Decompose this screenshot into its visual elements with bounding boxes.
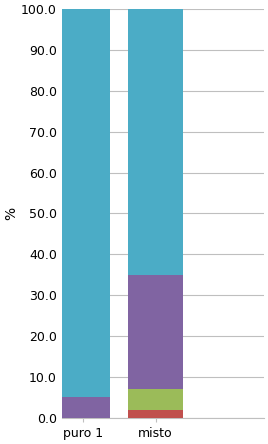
Bar: [128, 389, 183, 410]
Bar: [128, 410, 183, 418]
Bar: [56, 397, 110, 418]
Bar: [128, 275, 183, 389]
Bar: [128, 9, 183, 275]
Bar: [56, 9, 110, 397]
Y-axis label: %: %: [4, 207, 18, 220]
